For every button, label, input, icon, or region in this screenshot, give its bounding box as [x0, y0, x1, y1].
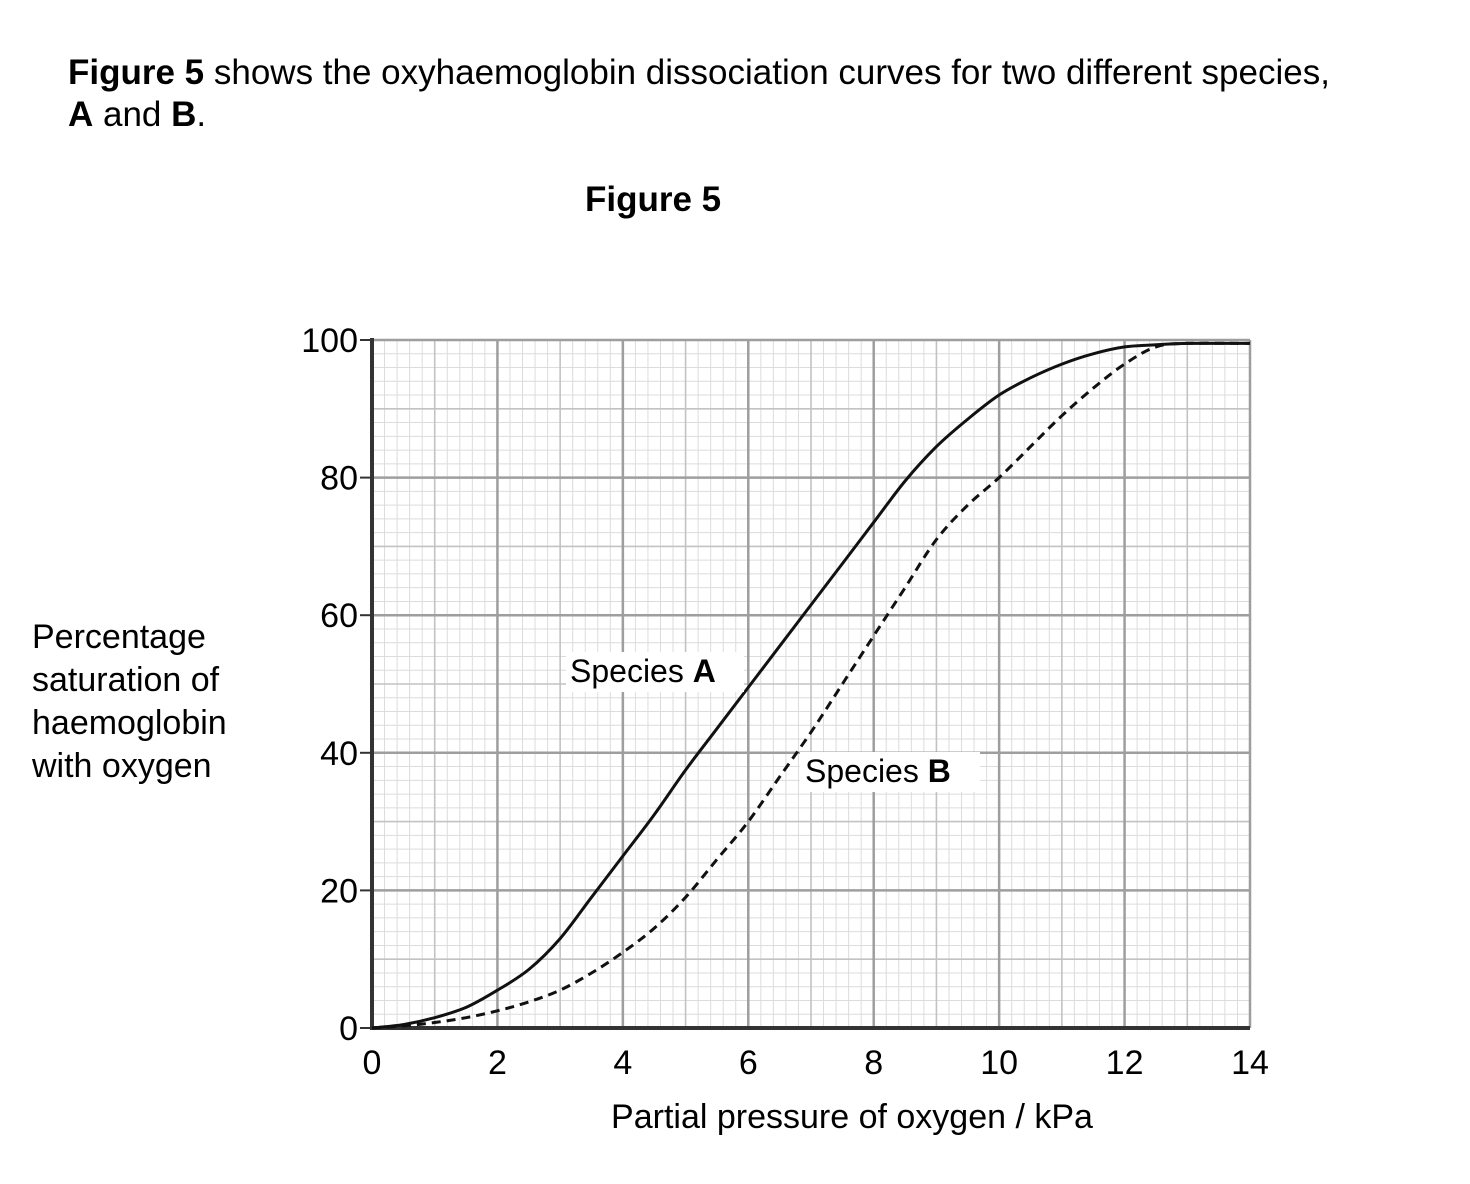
y-axis-label-line-2: saturation of: [32, 661, 220, 699]
y-axis-label-line-4: with oxygen: [32, 747, 212, 785]
curve-label-letter: B: [928, 753, 951, 789]
mid-grid: [372, 340, 1250, 1028]
x-tick-label: 10: [980, 1044, 1018, 1082]
intro-period: .: [196, 95, 207, 134]
x-tick-label: 4: [613, 1044, 632, 1082]
curve-label-prefix: Species: [805, 753, 928, 789]
y-axis-label: Percentage saturation of haemoglobin wit…: [32, 616, 227, 788]
tick-labels: 0 2 4 6 8 10 12 14 0 20 40 60 80 100: [301, 322, 1269, 1082]
intro-species-a: A: [68, 95, 94, 134]
y-tick-label: 100: [301, 322, 358, 360]
curve-label-prefix: Species: [570, 653, 693, 689]
intro-and: and: [93, 95, 172, 134]
y-tick-label: 80: [320, 460, 358, 498]
y-tick-label: 20: [320, 872, 358, 910]
x-tick-label: 6: [739, 1044, 758, 1082]
curve-label-letter: A: [693, 653, 716, 689]
curve-label-species-a: Species A: [570, 653, 716, 689]
x-tick-label: 8: [864, 1044, 883, 1082]
curve-label-species-b: Species B: [805, 753, 951, 789]
series-lines: [371, 341, 1251, 1030]
y-tick-label: 60: [320, 597, 358, 635]
x-tick-label: 2: [488, 1044, 507, 1082]
y-axis-label-line-1: Percentage: [32, 618, 206, 656]
curve-label-background: [800, 752, 980, 792]
axes: [370, 338, 1250, 1030]
x-tick-label: 12: [1106, 1044, 1144, 1082]
figure-title: Figure 5: [585, 180, 722, 219]
series-line-species-a: [371, 341, 1251, 1030]
intro-species-b: B: [171, 95, 197, 134]
intro-figure-ref: Figure 5: [68, 53, 205, 92]
curve-label-background: [566, 652, 744, 692]
intro-sentence: shows the oxyhaemoglobin dissociation cu…: [204, 53, 1330, 92]
x-tick-label: 14: [1231, 1044, 1269, 1082]
x-tick-label: 0: [363, 1044, 382, 1082]
intro-text: Figure 5 shows the oxyhaemoglobin dissoc…: [68, 52, 1448, 136]
y-axis-label-line-3: haemoglobin: [32, 704, 227, 742]
y-tick-label: 40: [320, 735, 358, 773]
x-axis-label: Partial pressure of oxygen / kPa: [611, 1098, 1093, 1136]
series-line-species-b: [371, 341, 1251, 1030]
y-tick-label: 0: [339, 1010, 358, 1048]
